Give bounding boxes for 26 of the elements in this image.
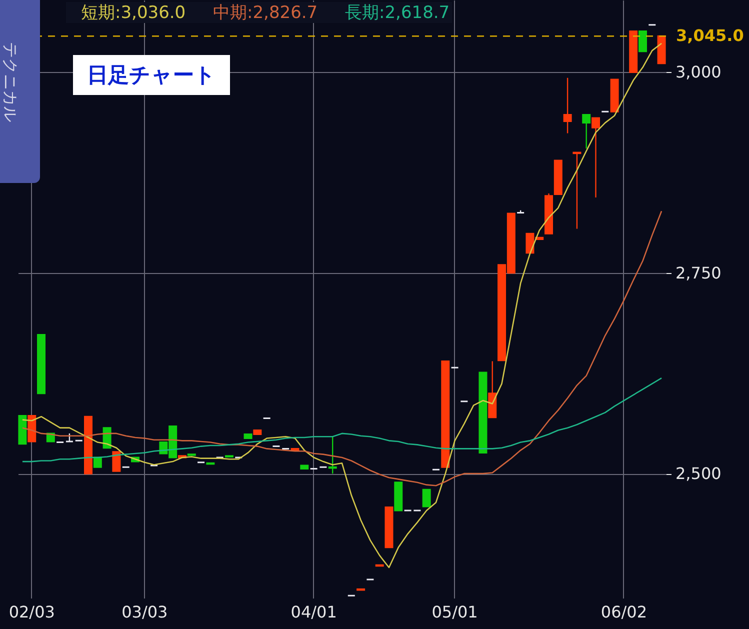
text: 日足チャート (73, 55, 230, 95)
tab-button: テクニカル (0, 0, 40, 183)
text: 中期:2,826.7 (213, 2, 318, 23)
candlestick (638, 30, 647, 52)
text: 短期:3,036.0 (81, 2, 186, 23)
text: 長期:2,618.7 (345, 2, 450, 23)
candlestick (563, 77, 572, 134)
candlestick (112, 451, 121, 472)
candlestick (422, 488, 431, 508)
ref-line-label: 3,045.0 (676, 26, 744, 46)
x-tick-label: 04/01 (290, 602, 337, 622)
y-tick-label: 2,500 (676, 464, 722, 484)
x-tick-label: 02/03 (8, 602, 55, 622)
candlestick (582, 114, 591, 150)
y-tick-label: 3,000 (676, 62, 722, 82)
line-series (22, 42, 662, 568)
candlestick (572, 152, 582, 230)
x-tick-label: 06/02 (600, 602, 647, 622)
x-tick-label: 05/01 (432, 602, 478, 622)
annotation: テクニカル (0, 42, 20, 122)
candlestick (328, 436, 337, 474)
candlestick (592, 117, 600, 198)
x-tick-label: 03/03 (122, 602, 168, 622)
line-series (22, 377, 662, 462)
line-series (22, 210, 662, 486)
y-tick-label: 2,750 (676, 263, 722, 282)
